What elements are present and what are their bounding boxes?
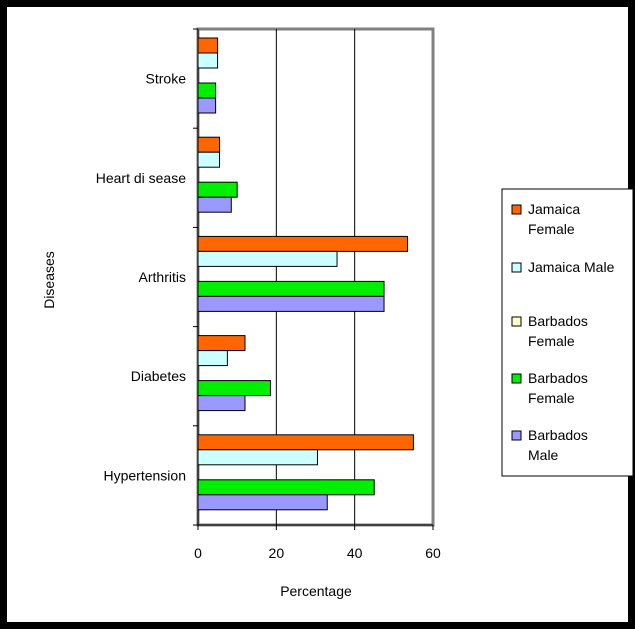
bar-stroke-jamaica-male-1	[197, 52, 219, 69]
category-label-hypertension: Hypertension	[104, 467, 187, 483]
category-label-heart-di-sease: Heart di sease	[96, 170, 186, 186]
bars	[197, 37, 414, 511]
category-label-arthritis: Arthritis	[139, 269, 186, 285]
bar-arthritis-barbados-male-4	[197, 295, 385, 312]
legend-label-barbados-male-4-line0: Barbados	[528, 427, 588, 443]
bar-heart-di-sease-barbados-male-4	[197, 196, 232, 213]
legend-label-barbados-male-4-line1: Male	[528, 447, 559, 463]
bar-heart-di-sease-jamaica-female-0	[197, 136, 221, 153]
bar-arthritis-jamaica-male-1	[197, 250, 338, 267]
legend-swatch-barbados-female-3	[511, 373, 522, 384]
bar-diabetes-jamaica-female-0	[197, 335, 246, 352]
bar-stroke-jamaica-female-0	[197, 37, 219, 54]
x-tick-label-20: 20	[269, 545, 285, 561]
x-tick-labels: 0 20 40 60	[194, 545, 441, 561]
x-tick-label-60: 60	[425, 545, 441, 561]
bar-diabetes-jamaica-male-1	[197, 350, 228, 367]
legend-box	[501, 188, 634, 477]
bar-arthritis-jamaica-female-0	[197, 235, 409, 252]
legend-label-barbados-female-3-line0: Barbados	[528, 370, 588, 386]
legend-swatch-barbados-female-2	[511, 316, 522, 327]
x-tick-label-0: 0	[194, 545, 202, 561]
bar-hypertension-barbados-male-4	[197, 494, 328, 511]
y-axis-title: Diseases	[41, 251, 57, 309]
bar-diabetes-barbados-female-3	[197, 380, 271, 397]
x-axis-ticks	[197, 525, 434, 530]
legend: Jamaica Female Jamaica Male Barbados Female B…	[511, 201, 615, 463]
legend-label-jamaica-male-1-line0: Jamaica Male	[528, 259, 615, 275]
bar-hypertension-jamaica-male-1	[197, 449, 318, 466]
legend-label-jamaica-female-0-line1: Female	[528, 221, 575, 237]
category-labels: Stroke Heart di sease Arthritis Diabetes Hyp…	[96, 71, 186, 484]
category-label-diabetes: Diabetes	[131, 368, 186, 384]
legend-label-barbados-female-2-line0: Barbados	[528, 313, 588, 329]
bar-hypertension-jamaica-female-0	[197, 434, 414, 451]
x-axis-title: Percentage	[280, 583, 352, 599]
legend-label-barbados-female-2-line1: Female	[528, 333, 575, 349]
bar-hypertension-barbados-female-3	[197, 479, 375, 496]
legend-label-barbados-female-3-line1: Female	[528, 390, 575, 406]
legend-label-jamaica-female-0-line0: Jamaica	[528, 201, 580, 217]
x-tick-label-40: 40	[347, 545, 363, 561]
bar-diabetes-barbados-male-4	[197, 395, 246, 412]
legend-swatch-barbados-male-4	[511, 430, 522, 441]
bar-heart-di-sease-jamaica-male-1	[197, 151, 221, 168]
y-axis-ticks	[193, 28, 198, 526]
legend-swatch-jamaica-male-1	[511, 262, 522, 273]
category-label-stroke: Stroke	[146, 71, 187, 87]
bar-stroke-barbados-male-4	[197, 97, 217, 114]
bar-heart-di-sease-barbados-female-3	[197, 181, 238, 198]
bar-arthritis-barbados-female-3	[197, 280, 385, 297]
legend-swatch-jamaica-female-0	[511, 204, 522, 215]
bar-stroke-barbados-female-3	[197, 82, 217, 99]
